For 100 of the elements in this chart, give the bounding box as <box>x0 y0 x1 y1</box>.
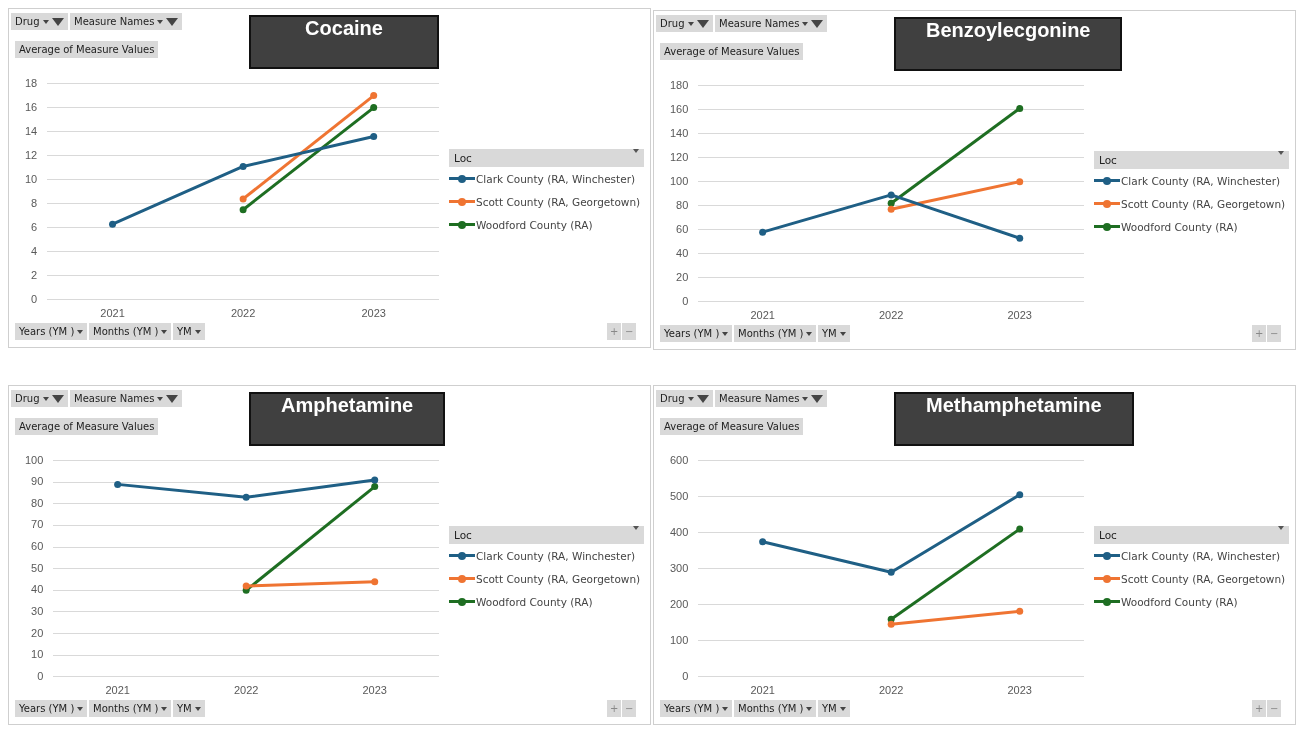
y-tick-label: 12 <box>24 148 38 161</box>
x-tick-label: 2021 <box>750 309 775 322</box>
y-tick-label: 4 <box>31 244 38 257</box>
y-tick-label: 140 <box>669 126 689 139</box>
y-tick-label: 10 <box>24 172 38 185</box>
legend-label: Clark County (RA, Winchester) <box>1121 174 1281 187</box>
y-tick-label: 70 <box>31 518 44 531</box>
y-tick-label: 80 <box>676 198 689 211</box>
y-tick-label: 300 <box>669 561 689 574</box>
y-tick-label: 18 <box>24 76 38 89</box>
text: Measure Names <box>74 15 155 29</box>
y-tick-label: 14 <box>24 124 38 137</box>
point <box>887 199 895 207</box>
point <box>370 92 378 100</box>
x-tick-label: 2021 <box>100 307 125 320</box>
y-tick-label: 500 <box>669 489 689 502</box>
x-tick-label: 2023 <box>1007 309 1032 322</box>
text: Years (YM ) <box>19 325 75 339</box>
y-tick-label: 16 <box>24 100 38 113</box>
chart-title: Methamphetamine <box>894 392 1134 446</box>
text: Months (YM ) <box>93 702 159 716</box>
text: Drug <box>660 17 685 31</box>
chart-title: Amphetamine <box>249 392 446 446</box>
y-tick-label: 60 <box>676 222 689 235</box>
legend-label: Clark County (RA, Winchester) <box>476 549 636 562</box>
legend-title: Loc <box>454 528 472 543</box>
text: Measure Names <box>719 392 800 406</box>
y-axis-title: Average of Measure Values <box>19 43 155 57</box>
x-tick-label: 2023 <box>361 307 386 320</box>
point <box>1016 607 1024 615</box>
y-tick-label: 90 <box>31 475 44 488</box>
text: YM <box>822 327 837 341</box>
y-tick-label: 20 <box>676 270 689 283</box>
text: Months (YM ) <box>93 325 159 339</box>
point <box>887 191 895 199</box>
point <box>370 104 378 112</box>
text: Years (YM ) <box>19 702 75 716</box>
y-tick-label: 160 <box>669 102 689 115</box>
y-tick-label: 20 <box>31 626 44 639</box>
text: Drug <box>660 392 685 406</box>
y-tick-label: 0 <box>37 669 44 682</box>
point <box>242 493 250 501</box>
y-tick-label: 60 <box>31 540 44 553</box>
legend-label: Woodford County (RA) <box>1121 220 1238 233</box>
legend-label: Clark County (RA, Winchester) <box>1121 549 1281 562</box>
point <box>1016 525 1024 533</box>
y-tick-label: 50 <box>31 561 44 574</box>
legend-label: Woodford County (RA) <box>476 218 593 231</box>
point <box>887 568 895 576</box>
point <box>371 483 379 491</box>
y-tick-label: 100 <box>669 633 689 646</box>
x-tick-label: 2022 <box>230 307 256 320</box>
point <box>114 480 122 488</box>
legend-label: Woodford County (RA) <box>476 595 593 608</box>
y-tick-label: 0 <box>31 292 38 305</box>
y-tick-label: 100 <box>24 453 44 466</box>
text: + <box>610 700 619 717</box>
y-axis-title: Average of Measure Values <box>664 420 800 434</box>
text: Years (YM ) <box>664 702 720 716</box>
y-tick-label: 40 <box>31 583 44 596</box>
text: Years (YM ) <box>664 327 720 341</box>
x-tick-label: 2021 <box>750 684 775 697</box>
y-tick-label: 8 <box>31 196 38 209</box>
y-axis-title: Average of Measure Values <box>664 45 800 59</box>
x-tick-label: 2022 <box>233 684 259 697</box>
x-tick-label: 2022 <box>878 309 904 322</box>
point <box>239 195 247 203</box>
x-tick-label: 2023 <box>362 684 387 697</box>
y-tick-label: 100 <box>669 174 689 187</box>
y-tick-label: 10 <box>31 648 44 661</box>
point <box>371 476 379 484</box>
y-tick-label: 30 <box>31 604 44 617</box>
y-tick-label: 200 <box>669 597 689 610</box>
chart-title: Benzoylecgonine <box>894 17 1123 71</box>
y-tick-label: 600 <box>669 453 689 466</box>
point <box>759 228 767 236</box>
text: − <box>625 700 634 717</box>
text: + <box>610 323 619 340</box>
text: − <box>1270 325 1279 342</box>
text: + <box>1255 700 1264 717</box>
text: Measure Names <box>74 392 155 406</box>
text: Drug <box>15 392 40 406</box>
x-tick-label: 2022 <box>878 684 904 697</box>
point <box>1016 178 1024 186</box>
y-tick-label: 120 <box>669 150 689 163</box>
text: YM <box>177 702 192 716</box>
point <box>887 620 895 628</box>
point <box>371 578 379 586</box>
text: Months (YM ) <box>738 702 804 716</box>
legend-label: Scott County (RA, Georgetown) <box>476 195 641 208</box>
point <box>887 205 895 213</box>
x-tick-label: 2023 <box>1007 684 1032 697</box>
y-tick-label: 6 <box>31 220 38 233</box>
y-tick-label: 2 <box>31 268 38 281</box>
y-tick-label: 80 <box>31 496 44 509</box>
legend-title: Loc <box>1099 528 1117 543</box>
x-tick-label: 2021 <box>105 684 130 697</box>
legend-title: Loc <box>454 151 472 166</box>
y-tick-label: 0 <box>682 294 689 307</box>
text: YM <box>177 325 192 339</box>
